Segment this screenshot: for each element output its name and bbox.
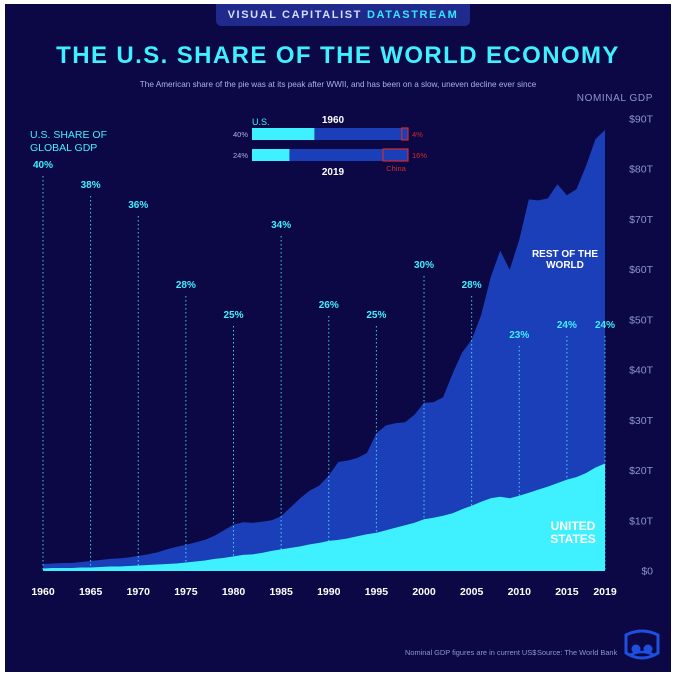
x-tick-label: 2019 bbox=[593, 586, 617, 598]
share-label: 24% bbox=[557, 320, 577, 331]
inset-us-label: U.S. bbox=[252, 117, 270, 127]
brand-name: VISUAL CAPITALIST bbox=[227, 9, 362, 21]
y-tick-label: $10T bbox=[629, 515, 654, 527]
y-tick-label: $90T bbox=[629, 114, 654, 126]
x-tick-label: 2010 bbox=[508, 586, 532, 598]
rest-of-world-label-line2: WORLD bbox=[546, 260, 584, 271]
inset-year-label: 1960 bbox=[322, 115, 345, 126]
inset-us-share-label: 40% bbox=[233, 130, 248, 139]
x-tick-label: 1980 bbox=[222, 586, 246, 598]
gdp-area-chart: 40% 38% 36% 28% 25% 34% 26% 25% 30% 28% 23% 24% 24% 1… bbox=[30, 93, 654, 598]
inset-china-bar bbox=[401, 127, 409, 141]
y-tick-label: $60T bbox=[629, 264, 654, 276]
y-tick-label: $80T bbox=[629, 164, 654, 176]
share-label: 24% bbox=[595, 320, 615, 331]
x-tick-label: 2000 bbox=[412, 586, 436, 598]
x-tick-label: 1960 bbox=[31, 586, 55, 598]
y-tick-label: $30T bbox=[629, 415, 654, 427]
inset-china-share-label: 4% bbox=[412, 130, 423, 139]
share-label: 26% bbox=[319, 300, 339, 311]
share-label: 28% bbox=[176, 280, 196, 291]
inset-china-bar bbox=[382, 148, 409, 162]
x-tick-label: 2005 bbox=[460, 586, 484, 598]
y-tick-label: $20T bbox=[629, 465, 654, 477]
share-label: 23% bbox=[509, 330, 529, 341]
share-label: 28% bbox=[462, 280, 482, 291]
united-states-area bbox=[43, 463, 605, 571]
inset-china-label: China bbox=[386, 164, 406, 173]
y-axis-title: NOMINAL GDP bbox=[577, 93, 653, 104]
share-label: 38% bbox=[81, 180, 101, 191]
brand-banner: VISUAL CAPITALIST DATASTREAM bbox=[216, 4, 470, 26]
y-tick-label: $0 bbox=[641, 566, 653, 578]
share-label: 40% bbox=[33, 160, 53, 171]
inset-us-share-label: 24% bbox=[233, 151, 248, 160]
x-tick-label: 1975 bbox=[174, 586, 198, 598]
share-label: 34% bbox=[271, 220, 291, 231]
share-label: 36% bbox=[128, 200, 148, 211]
united-states-label-line1: UNITED bbox=[551, 519, 596, 533]
share-axis-title-line2: GLOBAL GDP bbox=[30, 142, 97, 154]
chart-title: THE U.S. SHARE OF THE WORLD ECONOMY bbox=[56, 42, 620, 69]
rest-of-world-area bbox=[43, 130, 605, 571]
source-note: Source: The World Bank bbox=[537, 648, 618, 657]
x-tick-label: 1985 bbox=[269, 586, 293, 598]
x-tick-label: 1990 bbox=[317, 586, 341, 598]
y-tick-label: $50T bbox=[629, 314, 654, 326]
share-label: 25% bbox=[366, 310, 386, 321]
share-axis-title-line1: U.S. SHARE OF bbox=[30, 129, 107, 141]
inset-us-bar bbox=[252, 149, 290, 161]
inset-us-bar bbox=[252, 128, 315, 140]
x-tick-label: 1995 bbox=[365, 586, 389, 598]
infographic-frame: VISUAL CAPITALIST DATASTREAM THE U.S. SH… bbox=[5, 4, 671, 672]
brand-product: DATASTREAM bbox=[366, 9, 459, 21]
inset-china-share-label: 16% bbox=[412, 151, 427, 160]
share-label: 30% bbox=[414, 260, 434, 271]
visual-capitalist-logo-icon bbox=[624, 629, 660, 660]
rest-of-world-label-line1: REST OF THE bbox=[532, 249, 598, 260]
x-tick-label: 2015 bbox=[555, 586, 579, 598]
y-tick-label: $40T bbox=[629, 365, 654, 377]
x-tick-label: 1965 bbox=[79, 586, 103, 598]
x-tick-label: 1970 bbox=[127, 586, 151, 598]
chart-subtitle: The American share of the pie was at its… bbox=[139, 80, 537, 89]
footer-note: Nominal GDP figures are in current US$ bbox=[405, 648, 537, 657]
inset-year-label: 2019 bbox=[322, 167, 345, 178]
share-label: 25% bbox=[224, 310, 244, 321]
inset-world-bar bbox=[252, 149, 408, 161]
y-tick-label: $70T bbox=[629, 214, 654, 226]
united-states-label-line2: STATES bbox=[550, 532, 596, 546]
